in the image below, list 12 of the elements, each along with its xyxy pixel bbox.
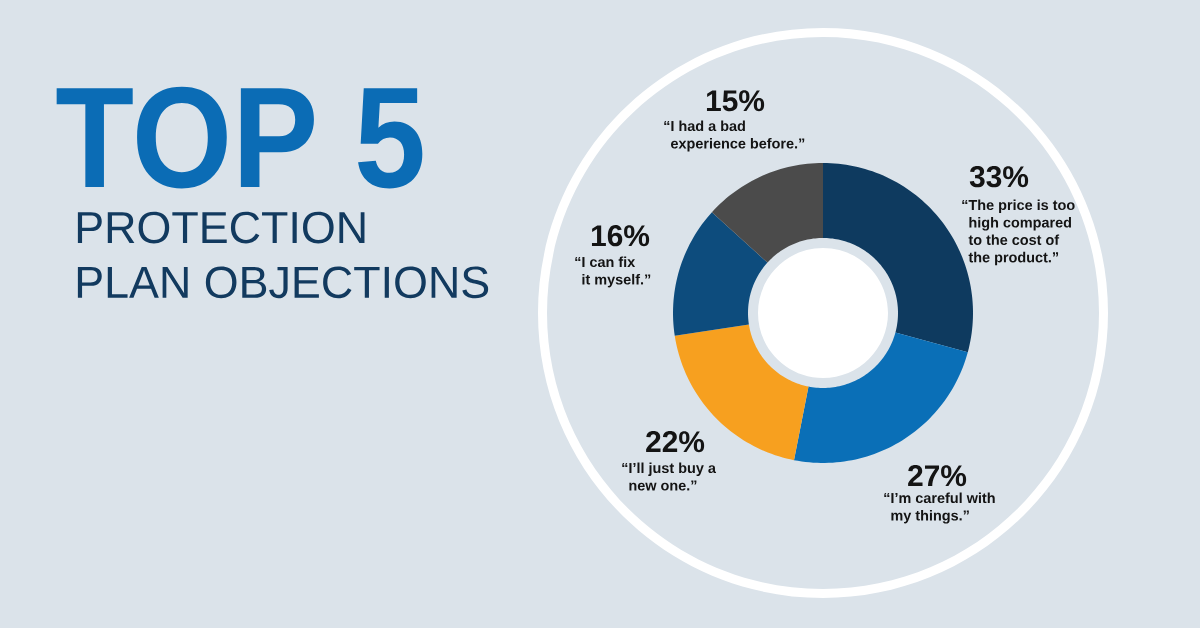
slice-label: “The price is too high compared to the cost of the product.” [962, 199, 1075, 266]
slice-label: “I can fix it myself.” [575, 256, 651, 288]
slice-label: “I’ll just buy a new one.” [622, 462, 717, 491]
slice-label: “I had a bad experience before.” [664, 120, 805, 152]
data-label: 16% [591, 225, 650, 247]
slice-label: “I’m careful with my things.” [884, 492, 995, 524]
chart-title: TOP 5 [56, 86, 423, 189]
data-label: 15% [706, 90, 765, 112]
data-label: 33% [969, 166, 1029, 188]
data-label: 22% [646, 431, 705, 453]
text: PROTECTION PLAN OBJECTIONS [77, 211, 489, 299]
data-label: 27% [908, 465, 967, 487]
